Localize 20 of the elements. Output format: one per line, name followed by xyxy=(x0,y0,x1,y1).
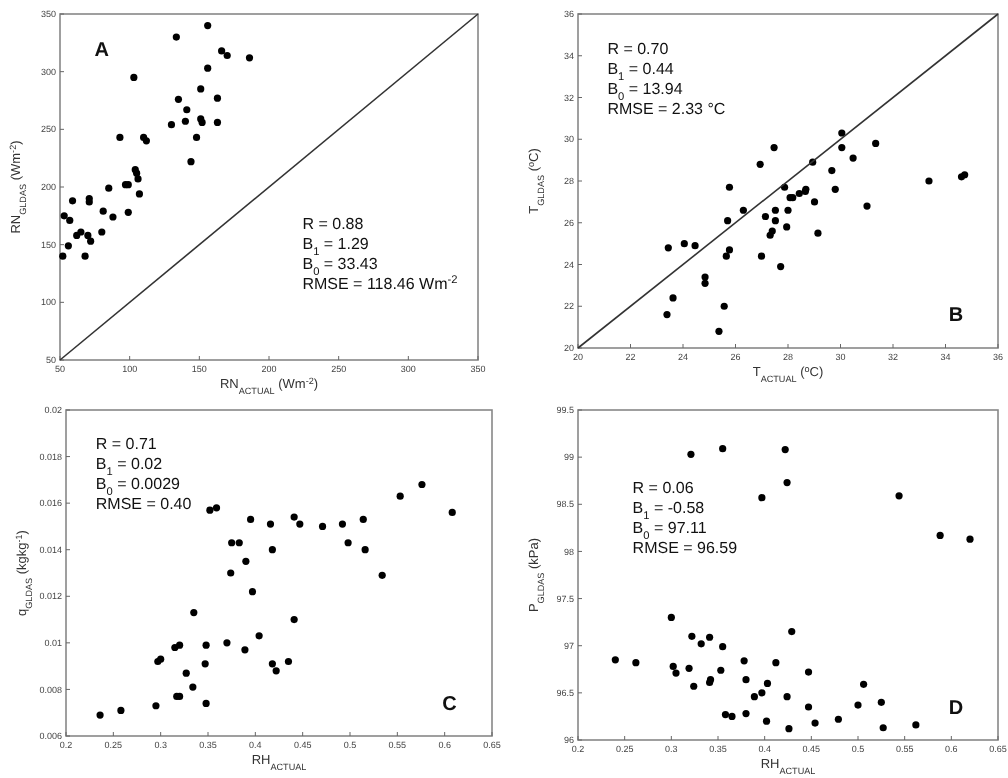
annotation: B$_{1}$ = -0.58 xyxy=(632,498,706,523)
annotation: B$_{1}$ = 1.29 xyxy=(302,234,370,259)
annotation: R = 0.70 xyxy=(607,40,670,59)
annotation: B$_{0}$ = 13.94 xyxy=(607,80,684,105)
annotation: R = 0.06 xyxy=(632,478,695,497)
annotation: B xyxy=(948,305,964,328)
annotation: RMSE = 118.46 Wm$^{-2}$ xyxy=(302,274,458,293)
annotation: R = 0.88 xyxy=(302,214,365,233)
annotation: B$_{0}$ = 0.0029 xyxy=(95,475,182,500)
annotation: RMSE = 0.40 xyxy=(95,495,193,514)
annotation: B$_{0}$ = 33.43 xyxy=(302,254,379,279)
annotation: C xyxy=(442,693,457,716)
annotation: RMSE = 2.33 °C xyxy=(607,100,726,119)
annotation: RMSE = 96.59 xyxy=(632,538,739,557)
annotation: R = 0.71 xyxy=(95,435,158,454)
annotation: B$_{1}$ = 0.02 xyxy=(95,455,164,480)
annotation: B$_{1}$ = 0.44 xyxy=(607,60,675,85)
annotation: A xyxy=(94,39,110,62)
annotation: B$_{0}$ = 97.11 xyxy=(632,518,708,543)
annotation: D xyxy=(948,697,964,720)
